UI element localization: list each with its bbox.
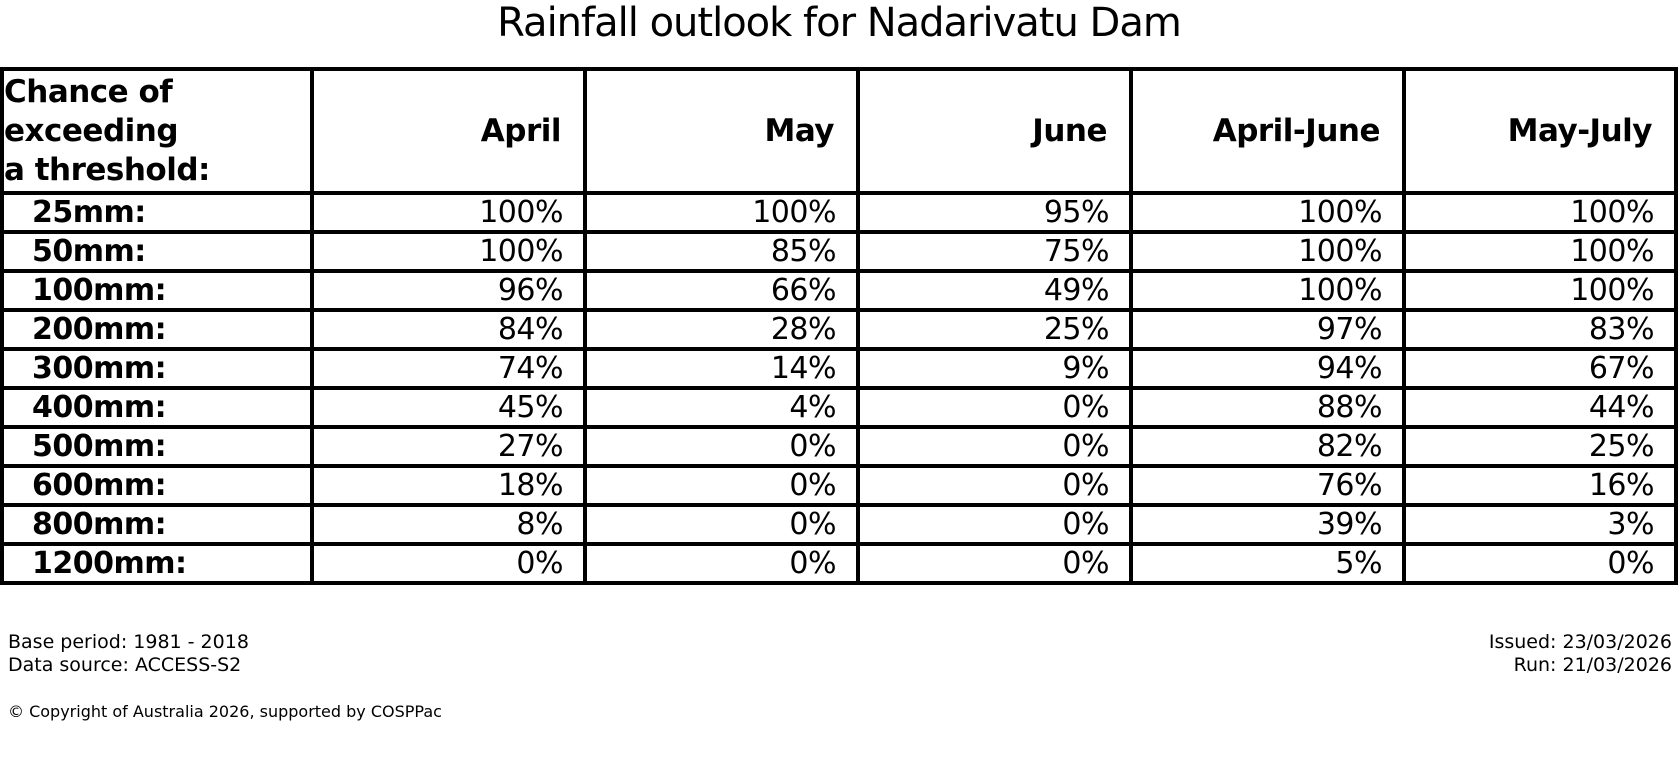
value-cell: 3% [1402, 503, 1678, 546]
threshold-label: 500mm: [0, 425, 314, 468]
column-header-april: April [310, 67, 587, 195]
value-cell: 67% [1402, 347, 1678, 390]
table-row: 600mm: 18% 0% 0% 76% 16% [0, 464, 1678, 507]
value-cell: 83% [1402, 308, 1678, 351]
value-cell: 84% [310, 308, 587, 351]
value-cell: 97% [1129, 308, 1406, 351]
value-cell: 76% [1129, 464, 1406, 507]
value-cell: 95% [856, 191, 1133, 234]
value-cell: 100% [1129, 191, 1406, 234]
footer-left: Base period: 1981 - 2018 Data source: AC… [8, 631, 249, 677]
value-cell: 18% [310, 464, 587, 507]
value-cell: 39% [1129, 503, 1406, 546]
rainfall-outlook-table: Chance of exceeding a threshold: April M… [0, 67, 1678, 585]
value-cell: 0% [856, 464, 1133, 507]
value-cell: 100% [1402, 230, 1678, 273]
run-date-text: Run: 21/03/2026 [1513, 654, 1672, 676]
threshold-label: 800mm: [0, 503, 314, 546]
value-cell: 0% [856, 386, 1133, 429]
threshold-label: 50mm: [0, 230, 314, 273]
threshold-label: 600mm: [0, 464, 314, 507]
column-header-may: May [583, 67, 860, 195]
value-cell: 0% [583, 464, 860, 507]
table-row: 300mm: 74% 14% 9% 94% 67% [0, 347, 1678, 390]
value-cell: 49% [856, 269, 1133, 312]
value-cell: 0% [583, 425, 860, 468]
value-cell: 0% [856, 542, 1133, 585]
page-title: Rainfall outlook for Nadarivatu Dam [497, 0, 1182, 46]
table-row: 800mm: 8% 0% 0% 39% 3% [0, 503, 1678, 546]
table-row: 1200mm: 0% 0% 0% 5% 0% [0, 542, 1678, 585]
threshold-label: 300mm: [0, 347, 314, 390]
column-header-june: June [856, 67, 1133, 195]
corner-header-label: Chance of exceeding a threshold: [0, 67, 314, 195]
value-cell: 0% [1402, 542, 1678, 585]
value-cell: 96% [310, 269, 587, 312]
table-header: Chance of exceeding a threshold: April M… [0, 67, 1678, 195]
value-cell: 100% [310, 230, 587, 273]
threshold-label: 200mm: [0, 308, 314, 351]
copyright-text: © Copyright of Australia 2026, supported… [8, 702, 442, 721]
value-cell: 44% [1402, 386, 1678, 429]
value-cell: 0% [856, 425, 1133, 468]
value-cell: 16% [1402, 464, 1678, 507]
value-cell: 74% [310, 347, 587, 390]
column-header-may-july: May-July [1402, 67, 1678, 195]
value-cell: 5% [1129, 542, 1406, 585]
data-source-text: Data source: ACCESS-S2 [8, 654, 242, 676]
value-cell: 28% [583, 308, 860, 351]
value-cell: 100% [1402, 191, 1678, 234]
issued-date-text: Issued: 23/03/2026 [1488, 631, 1672, 653]
table-row: 25mm: 100% 100% 95% 100% 100% [0, 191, 1678, 234]
value-cell: 27% [310, 425, 587, 468]
value-cell: 14% [583, 347, 860, 390]
table-row: 500mm: 27% 0% 0% 82% 25% [0, 425, 1678, 468]
value-cell: 9% [856, 347, 1133, 390]
value-cell: 25% [1402, 425, 1678, 468]
header-row: Chance of exceeding a threshold: April M… [0, 67, 1678, 195]
threshold-label: 25mm: [0, 191, 314, 234]
value-cell: 85% [583, 230, 860, 273]
value-cell: 0% [583, 503, 860, 546]
table-body: 25mm: 100% 100% 95% 100% 100% 50mm: 100% 85% 75% 1… [0, 191, 1678, 585]
value-cell: 25% [856, 308, 1133, 351]
footer: Base period: 1981 - 2018 Data source: AC… [0, 631, 1678, 677]
value-cell: 45% [310, 386, 587, 429]
value-cell: 88% [1129, 386, 1406, 429]
value-cell: 100% [1129, 269, 1406, 312]
table-row: 200mm: 84% 28% 25% 97% 83% [0, 308, 1678, 351]
value-cell: 94% [1129, 347, 1406, 390]
threshold-label: 1200mm: [0, 542, 314, 585]
table-row: 100mm: 96% 66% 49% 100% 100% [0, 269, 1678, 312]
value-cell: 66% [583, 269, 860, 312]
value-cell: 100% [1402, 269, 1678, 312]
value-cell: 100% [310, 191, 587, 234]
threshold-label: 400mm: [0, 386, 314, 429]
value-cell: 4% [583, 386, 860, 429]
footer-right: Issued: 23/03/2026 Run: 21/03/2026 [1489, 631, 1672, 677]
value-cell: 8% [310, 503, 587, 546]
table-row: 50mm: 100% 85% 75% 100% 100% [0, 230, 1678, 273]
value-cell: 75% [856, 230, 1133, 273]
value-cell: 100% [583, 191, 860, 234]
threshold-label: 100mm: [0, 269, 314, 312]
value-cell: 0% [856, 503, 1133, 546]
column-header-april-june: April-June [1129, 67, 1406, 195]
value-cell: 0% [583, 542, 860, 585]
value-cell: 82% [1129, 425, 1406, 468]
base-period-text: Base period: 1981 - 2018 [8, 631, 249, 653]
table-row: 400mm: 45% 4% 0% 88% 44% [0, 386, 1678, 429]
value-cell: 0% [310, 542, 587, 585]
value-cell: 100% [1129, 230, 1406, 273]
